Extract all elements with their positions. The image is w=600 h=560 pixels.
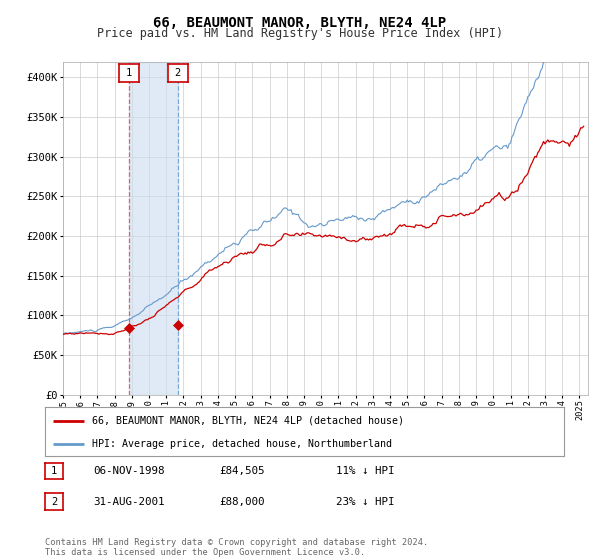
Text: 23% ↓ HPI: 23% ↓ HPI	[336, 497, 395, 507]
Text: £88,000: £88,000	[219, 497, 265, 507]
Text: 2: 2	[175, 68, 181, 78]
Text: 11% ↓ HPI: 11% ↓ HPI	[336, 466, 395, 476]
Text: Price paid vs. HM Land Registry's House Price Index (HPI): Price paid vs. HM Land Registry's House …	[97, 27, 503, 40]
Text: £84,505: £84,505	[219, 466, 265, 476]
Text: 66, BEAUMONT MANOR, BLYTH, NE24 4LP: 66, BEAUMONT MANOR, BLYTH, NE24 4LP	[154, 16, 446, 30]
Bar	[129, 62, 178, 395]
Text: 2: 2	[51, 497, 57, 507]
Text: Contains HM Land Registry data © Crown copyright and database right 2024.
This d: Contains HM Land Registry data © Crown c…	[45, 538, 428, 557]
Text: 66, BEAUMONT MANOR, BLYTH, NE24 4LP (detached house): 66, BEAUMONT MANOR, BLYTH, NE24 4LP (det…	[92, 416, 404, 426]
Text: 1: 1	[51, 466, 57, 476]
Text: HPI: Average price, detached house, Northumberland: HPI: Average price, detached house, Nort…	[92, 439, 392, 449]
Text: 31-AUG-2001: 31-AUG-2001	[93, 497, 164, 507]
Text: 06-NOV-1998: 06-NOV-1998	[93, 466, 164, 476]
Text: 1: 1	[126, 68, 132, 78]
